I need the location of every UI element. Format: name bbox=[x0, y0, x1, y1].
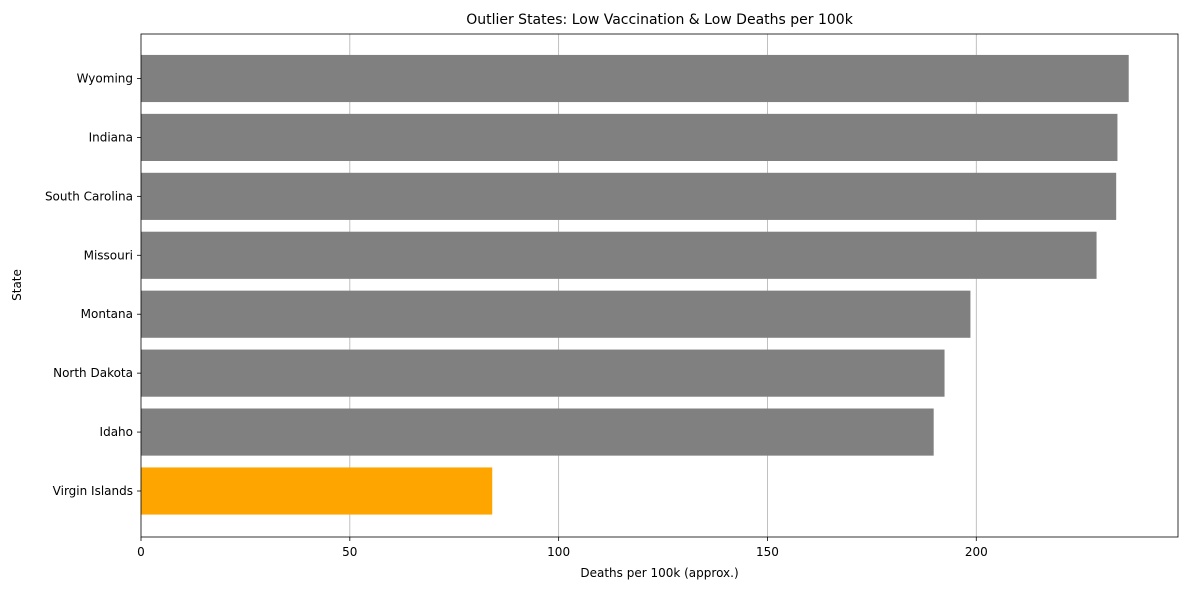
x-axis-label: Deaths per 100k (approx.) bbox=[580, 566, 738, 580]
axes-frame bbox=[140, 33, 1179, 538]
y-tick-label: Montana bbox=[81, 307, 133, 321]
x-tick-label: 0 bbox=[137, 545, 145, 559]
x-tick-label: 100 bbox=[547, 545, 570, 559]
bar-indiana bbox=[141, 113, 1118, 161]
bar-wyoming bbox=[141, 54, 1129, 103]
y-tick-label: Wyoming bbox=[77, 72, 133, 86]
bar-virgin-islands bbox=[141, 467, 493, 515]
y-tick-label: Missouri bbox=[84, 248, 133, 262]
bar-montana bbox=[141, 290, 971, 338]
y-axis-label: State bbox=[10, 269, 24, 301]
chart-title: Outlier States: Low Vaccination & Low De… bbox=[466, 12, 853, 28]
y-tick-label: North Dakota bbox=[53, 366, 133, 380]
y-tick-label: South Carolina bbox=[45, 189, 133, 203]
bars bbox=[141, 54, 1129, 515]
bar-north-dakota bbox=[141, 349, 945, 397]
y-tick-label: Indiana bbox=[89, 130, 133, 144]
x-ticks: 0 50 100 150 200 bbox=[137, 537, 988, 559]
bar-south-carolina bbox=[141, 172, 1117, 220]
x-tick-label: 150 bbox=[756, 545, 779, 559]
y-ticks: Wyoming Indiana South Carolina Missouri Mont… bbox=[45, 72, 141, 498]
x-tick-label: 200 bbox=[965, 545, 988, 559]
y-tick-label: Idaho bbox=[100, 425, 133, 439]
bar-missouri bbox=[141, 231, 1097, 279]
y-tick-label: Virgin Islands bbox=[53, 484, 133, 498]
bar-idaho bbox=[141, 408, 934, 456]
plot-frame bbox=[140, 33, 1179, 538]
x-tick-label: 50 bbox=[342, 545, 357, 559]
